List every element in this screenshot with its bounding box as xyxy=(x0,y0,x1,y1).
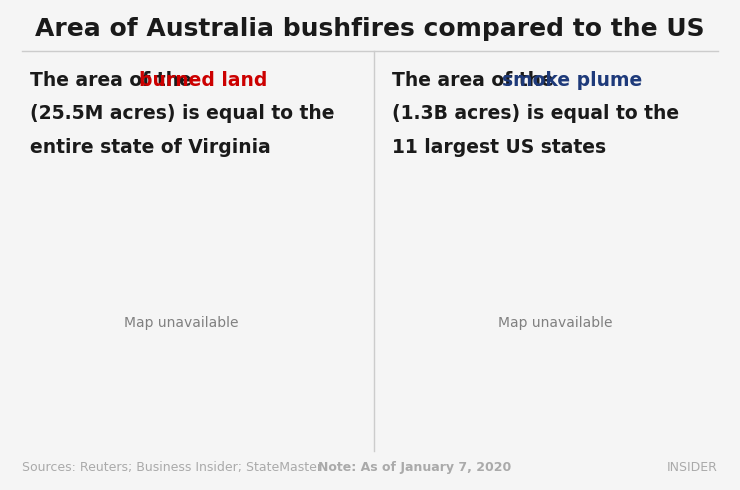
Text: Map unavailable: Map unavailable xyxy=(498,317,612,330)
Text: (25.5M acres) is equal to the: (25.5M acres) is equal to the xyxy=(30,104,334,123)
Text: (1.3B acres) is equal to the: (1.3B acres) is equal to the xyxy=(392,104,679,123)
Text: INSIDER: INSIDER xyxy=(667,461,718,474)
Text: The area of the: The area of the xyxy=(30,71,198,90)
Text: Area of Australia bushfires compared to the US: Area of Australia bushfires compared to … xyxy=(36,17,704,41)
Text: Note: As of January 7, 2020: Note: As of January 7, 2020 xyxy=(318,461,511,474)
Text: smoke plume: smoke plume xyxy=(502,71,642,90)
Text: 11 largest US states: 11 largest US states xyxy=(392,138,606,157)
Text: The area of the: The area of the xyxy=(392,71,560,90)
Text: entire state of Virginia: entire state of Virginia xyxy=(30,138,270,157)
Text: Sources: Reuters; Business Insider; StateMaster: Sources: Reuters; Business Insider; Stat… xyxy=(22,461,322,474)
Text: Map unavailable: Map unavailable xyxy=(124,317,238,330)
Text: burned land: burned land xyxy=(139,71,267,90)
